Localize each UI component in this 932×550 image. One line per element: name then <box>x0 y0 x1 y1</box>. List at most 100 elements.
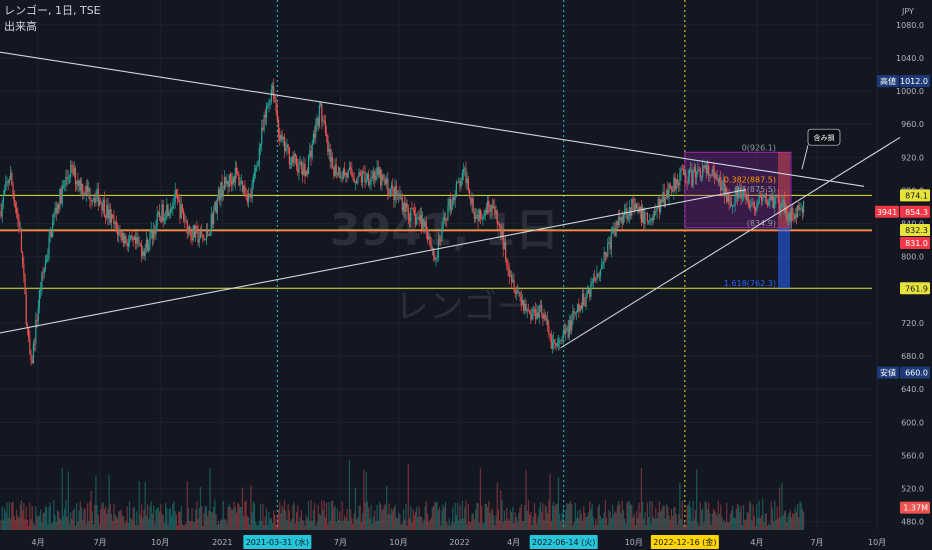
volume-bar <box>508 521 510 530</box>
volume-bar <box>309 520 311 530</box>
volume-bar <box>61 467 63 530</box>
volume-bar <box>568 503 570 530</box>
candle-body <box>634 203 636 211</box>
volume-bar <box>533 502 536 530</box>
volume-bar <box>571 504 573 530</box>
volume-bar <box>760 515 763 530</box>
volume-bar <box>608 509 610 530</box>
volume-bar <box>644 512 646 530</box>
candle-body <box>214 201 216 211</box>
candle-body <box>714 172 716 179</box>
volume-bar <box>148 518 150 530</box>
volume-bar <box>553 501 555 530</box>
candle-body <box>134 237 137 244</box>
x-tick-label: 7月 <box>810 538 823 547</box>
volume-bar <box>720 504 722 530</box>
price-label-name: 3941 <box>877 208 897 217</box>
candle-body <box>330 157 333 162</box>
volume-bar <box>62 515 65 530</box>
candle-body <box>673 177 675 192</box>
volume-bar <box>609 512 611 530</box>
volume-bar <box>244 501 246 530</box>
volume-bar <box>49 502 51 530</box>
volume-bar <box>120 509 122 530</box>
candle-body <box>60 188 62 204</box>
volume-bar <box>754 525 757 530</box>
volume-bar <box>316 522 318 530</box>
candle-body <box>756 206 758 211</box>
volume-bar <box>698 525 700 530</box>
volume-bar <box>165 502 167 530</box>
candle-body <box>255 168 257 172</box>
candle-body <box>769 194 771 201</box>
volume-bar <box>515 516 518 530</box>
volume-bar <box>187 507 190 530</box>
volume-bar <box>753 516 755 530</box>
candle-body <box>798 205 800 211</box>
candle-body <box>211 214 214 225</box>
candle-body <box>465 168 467 184</box>
candle-body <box>313 133 316 138</box>
candle-body <box>201 231 203 234</box>
volume-bar <box>48 507 50 530</box>
candle-body <box>774 197 776 209</box>
volume-bar <box>669 519 671 530</box>
volume-bar <box>263 525 265 530</box>
candle-body <box>233 176 235 183</box>
candle-body <box>512 279 514 283</box>
volume-bar <box>251 512 253 530</box>
candle-body <box>734 194 736 205</box>
candle-body <box>366 173 369 180</box>
candle-body <box>300 161 302 170</box>
volume-bar <box>452 507 454 530</box>
volume-bar <box>205 506 208 530</box>
candle-body <box>750 205 752 208</box>
candle-body <box>143 251 145 256</box>
volume-bar <box>579 509 581 530</box>
y-tick-label: 1000.0 <box>896 87 924 96</box>
volume-bar <box>447 525 449 530</box>
candle-body <box>543 314 545 319</box>
volume-bar <box>449 525 451 530</box>
candle-body <box>549 334 551 336</box>
volume-bar <box>484 503 486 530</box>
candle-body <box>225 177 227 184</box>
candle-body <box>177 194 179 200</box>
volume-bar <box>687 504 689 530</box>
candle-body <box>715 174 717 179</box>
candle-body <box>234 168 236 183</box>
volume-bar <box>759 518 761 530</box>
volume-bar <box>389 514 391 530</box>
volume-bar <box>670 509 673 530</box>
candle-body <box>503 242 506 249</box>
candle-body <box>137 237 139 245</box>
volume-bar <box>357 517 359 530</box>
candle-body <box>472 198 474 214</box>
volume-bar <box>177 525 179 530</box>
volume-bar <box>268 512 270 530</box>
volume-bar <box>214 499 216 530</box>
volume-bar <box>322 510 324 530</box>
volume-bar <box>462 518 465 530</box>
volume-bar <box>116 518 119 530</box>
volume-bar <box>615 512 617 530</box>
volume-bar <box>792 513 794 530</box>
candle-body <box>562 331 564 338</box>
candle-body <box>370 176 372 184</box>
volume-bar <box>30 519 32 530</box>
candle-body <box>539 304 542 306</box>
candle-body <box>271 86 274 90</box>
candle-body <box>645 213 647 215</box>
volume-bar <box>118 511 120 530</box>
fib-level-label: 0.382(887.5) <box>724 175 776 184</box>
volume-bar <box>66 516 68 530</box>
volume-bar <box>559 513 561 530</box>
volume-bar <box>596 524 598 530</box>
candle-body <box>473 213 475 220</box>
volume-bar <box>637 517 639 530</box>
candle-body <box>783 199 785 214</box>
candle-body <box>545 319 548 320</box>
volume-bar <box>757 517 759 530</box>
candle-body <box>223 177 226 190</box>
